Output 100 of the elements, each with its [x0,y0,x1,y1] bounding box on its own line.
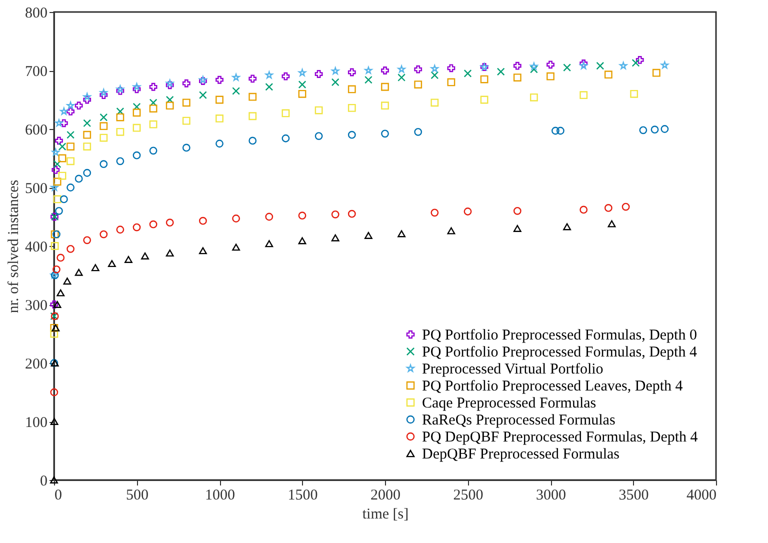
point [348,85,356,94]
point [166,81,174,90]
point [60,107,68,115]
point [58,142,66,151]
point [132,85,141,94]
point [132,108,141,117]
point [480,75,488,84]
y-axis-title: nr. of solved instances [6,180,22,314]
point [331,234,340,242]
point [580,60,588,68]
y-tick-label: 500 [25,181,48,197]
point [149,98,158,107]
point [166,250,174,257]
point [298,90,306,98]
point [496,68,505,76]
point [132,82,141,90]
point [282,72,290,80]
point [166,102,174,110]
point [580,91,588,100]
point [248,112,257,120]
point [652,68,660,77]
point [298,212,306,220]
point [265,212,274,221]
point [83,236,92,244]
y-tick-label: 400 [25,240,48,256]
point [447,227,456,234]
point [636,56,644,64]
point [100,160,108,168]
point [232,214,240,222]
point [66,142,75,151]
point [55,119,63,126]
point [563,223,572,230]
point [563,64,572,72]
x-axis-title: time [s] [362,506,409,522]
point [100,122,108,130]
point [56,254,65,262]
point [464,69,472,78]
point [182,116,190,125]
point [232,87,240,95]
point [91,264,100,272]
point [116,226,124,234]
point [530,62,538,70]
point [53,300,62,308]
x-tick-label: 2000 [370,488,400,504]
point [182,79,190,88]
point [53,178,62,186]
legend-label: RaReQs Preprocessed Formulas [422,412,616,428]
point [348,210,356,218]
x-tick-label: 3500 [618,488,649,504]
point [166,218,174,227]
y-tick-label: 100 [25,415,48,431]
point [50,300,58,308]
point [660,125,669,133]
point [530,65,538,74]
point [66,130,75,139]
point [430,208,439,217]
point [116,107,124,116]
point [464,208,472,216]
point [182,98,190,107]
point [604,204,612,212]
point [414,128,422,136]
point [639,126,648,134]
point [430,98,439,107]
point [447,64,456,72]
point [314,70,323,78]
point [132,223,141,232]
point [116,113,124,122]
point [124,256,132,263]
point [348,68,356,76]
point [314,132,323,140]
point [132,124,141,132]
y-tick-label: 600 [25,122,48,138]
point [331,210,340,218]
y-tick-label: 200 [25,356,48,372]
point [608,220,616,228]
point [52,265,60,274]
point [74,174,83,183]
point [596,62,604,70]
point [50,184,58,191]
point [513,224,522,232]
point [60,119,68,128]
point [265,240,274,248]
point [52,166,60,174]
point [348,104,356,112]
point [248,136,257,145]
point [55,136,63,145]
point [650,126,659,134]
point [53,160,62,168]
point [556,126,564,135]
point [66,157,75,166]
point [198,216,207,225]
point [381,130,389,138]
point [398,230,406,238]
point [55,206,63,215]
point [265,82,274,91]
point [116,128,124,136]
point [56,289,65,296]
y-tick-label: 300 [25,298,48,314]
x-tick-label: 2500 [453,488,484,504]
point [74,102,83,110]
